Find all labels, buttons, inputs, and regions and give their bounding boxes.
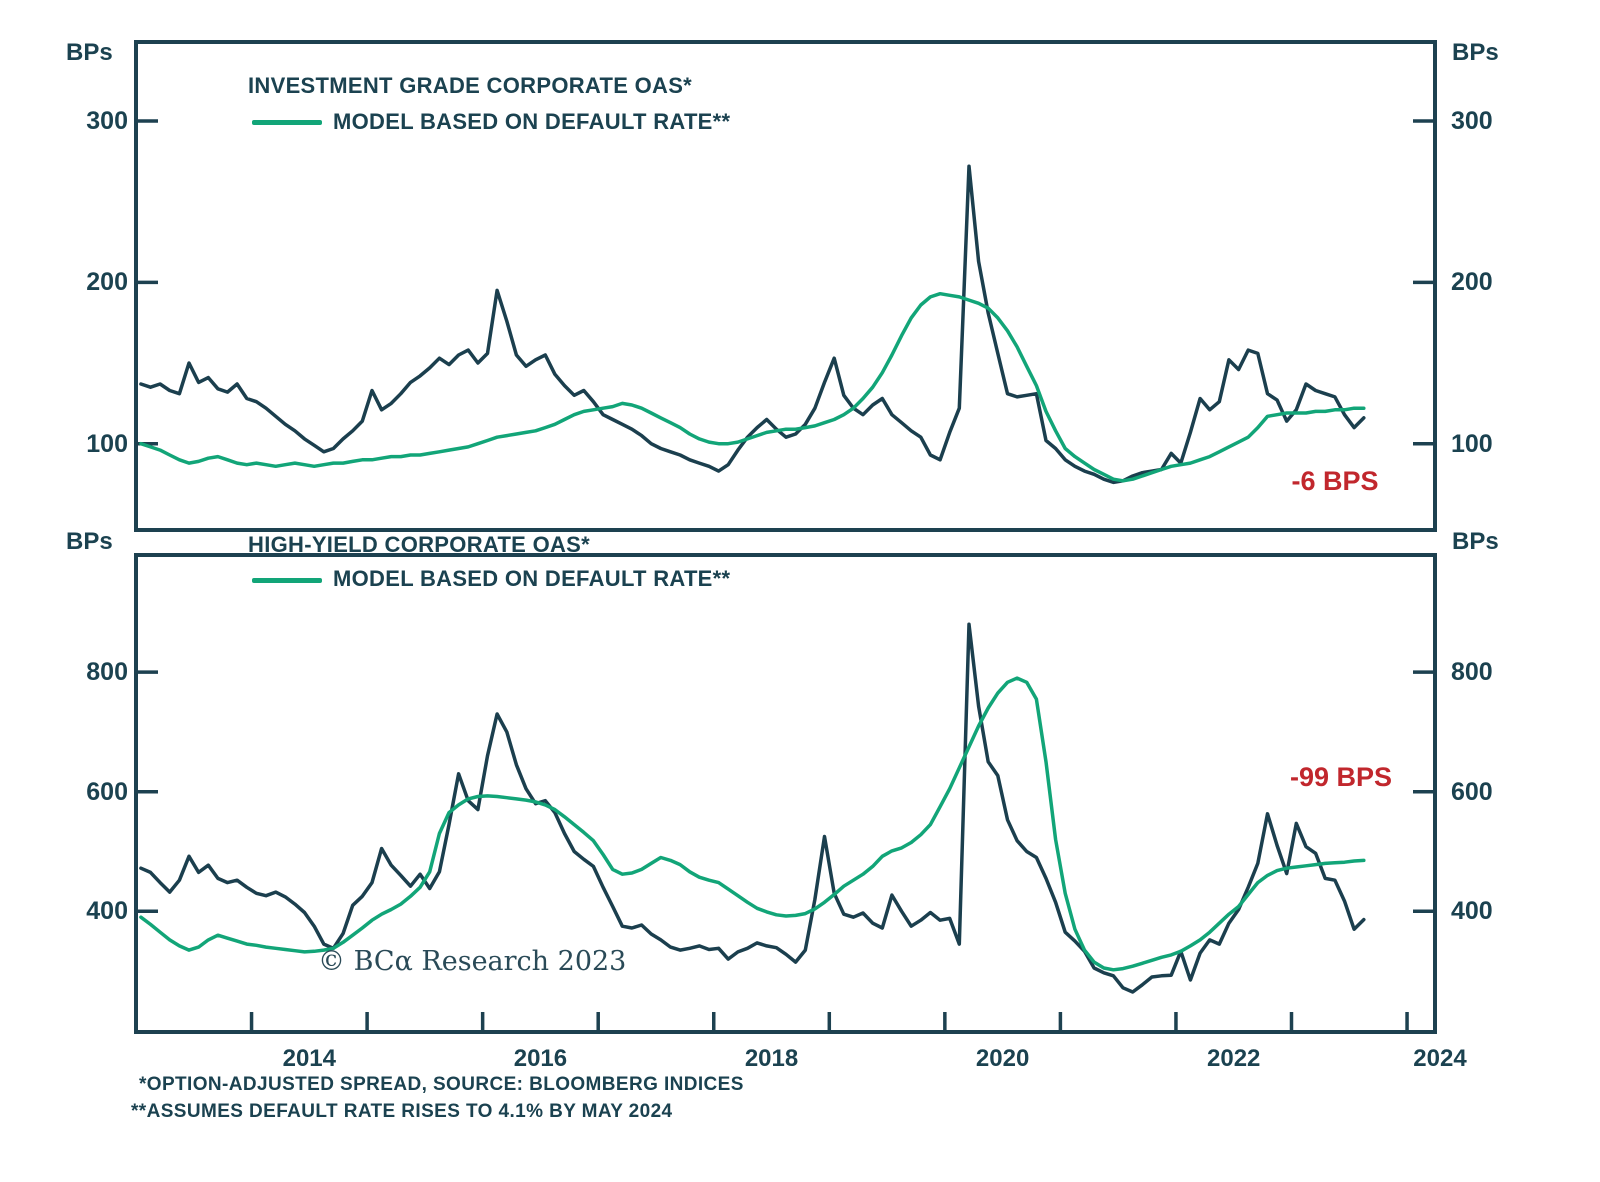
bps-label-top-left: BPs (66, 39, 113, 66)
copyright-notice: © BCα Research 2023 (318, 946, 627, 977)
hy-gap-annotation: -99 BPS (1289, 762, 1393, 792)
investment-grade-model-line (139, 291, 1366, 483)
bps-label-top-right: BPs (1452, 39, 1499, 66)
bps-label-bottom-left: BPs (66, 528, 113, 555)
ig-model-legend-label: MODEL BASED ON DEFAULT RATE** (333, 109, 731, 134)
x-year-label: 2014 (282, 1045, 336, 1072)
ig-model-legend-swatch (252, 120, 322, 125)
hy-series-title: HIGH-YIELD CORPORATE OAS* (248, 532, 591, 557)
y-tick-label: 100 (1451, 429, 1493, 458)
footnote-oas-source: *OPTION-ADJUSTED SPREAD, SOURCE: BLOOMBE… (139, 1074, 744, 1095)
y-tick-label: 200 (86, 268, 128, 297)
y-tick-label: 300 (1451, 107, 1493, 136)
y-tick-label: 100 (86, 429, 128, 458)
y-tick-label: 600 (86, 777, 128, 806)
high-yield-model-line (139, 676, 1366, 972)
y-tick-label: 800 (86, 658, 128, 687)
hy-model-legend-swatch (252, 578, 322, 583)
x-year-label: 2020 (975, 1045, 1030, 1072)
footnote-default-rate: **ASSUMES DEFAULT RATE RISES TO 4.1% BY … (131, 1101, 673, 1122)
y-tick-label: 400 (1451, 897, 1493, 926)
ig-series-title: INVESTMENT GRADE CORPORATE OAS* (248, 73, 693, 98)
y-tick-label: 200 (1451, 268, 1493, 297)
x-year-label: 2016 (513, 1045, 568, 1072)
x-year-label: 2024 (1413, 1045, 1467, 1072)
y-tick-label: 600 (1451, 777, 1493, 806)
y-tick-label: 400 (86, 897, 128, 926)
high-yield-frame (134, 553, 1437, 1034)
bps-label-bottom-right: BPs (1452, 528, 1499, 555)
high-yield-oas-line (139, 622, 1366, 994)
ig-gap-annotation: -6 BPS (1291, 466, 1379, 496)
investment-grade-oas-line (139, 164, 1366, 485)
hy-model-legend-label: MODEL BASED ON DEFAULT RATE** (333, 566, 731, 591)
x-year-label: 2022 (1207, 1045, 1261, 1072)
x-year-label: 2018 (744, 1045, 799, 1072)
y-tick-label: 300 (86, 107, 128, 136)
y-tick-label: 800 (1451, 658, 1493, 687)
investment-grade-frame (134, 40, 1437, 532)
